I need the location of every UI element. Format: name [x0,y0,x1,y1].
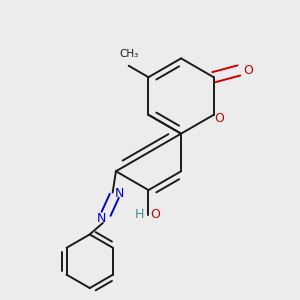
Text: N: N [115,187,124,200]
Text: N: N [97,212,106,225]
Text: O: O [214,112,224,125]
Text: CH₃: CH₃ [119,49,138,58]
Text: O: O [150,208,160,221]
Text: H: H [135,208,145,221]
Text: O: O [243,64,253,77]
